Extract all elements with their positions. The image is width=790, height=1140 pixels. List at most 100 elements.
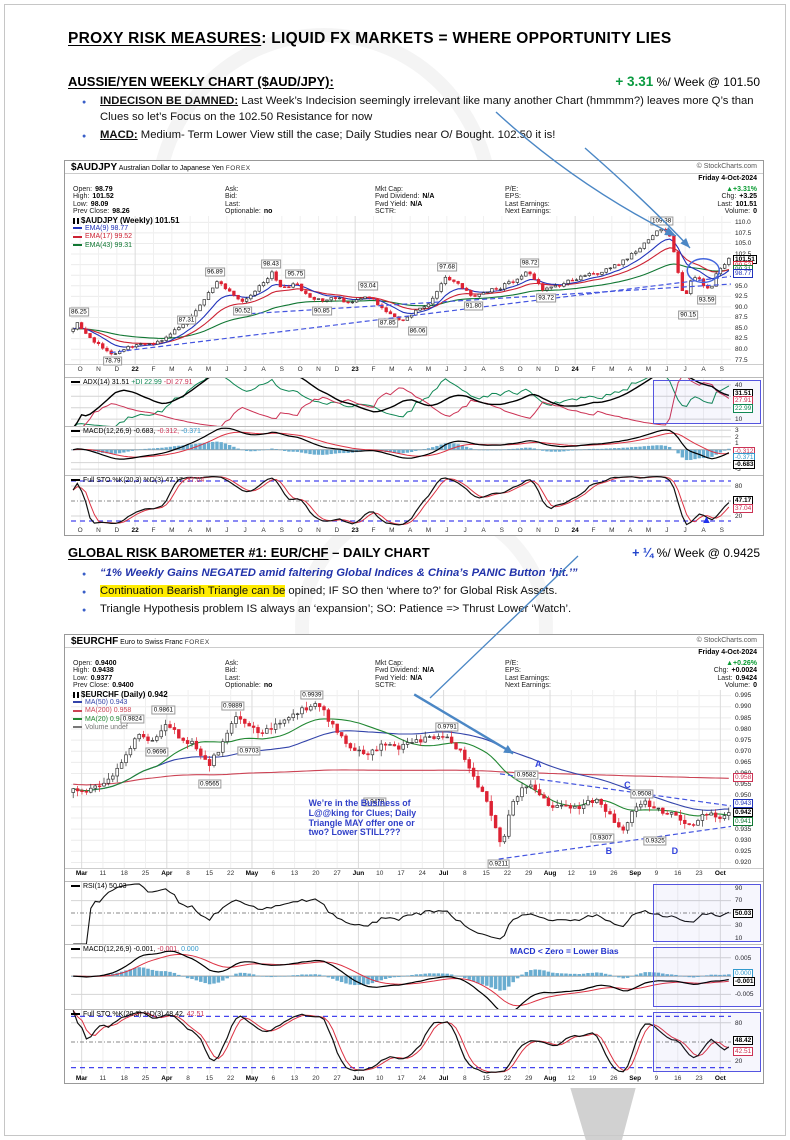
x-axis-label: 23 (351, 366, 359, 373)
triangle-letter: A (535, 759, 542, 770)
x-axis-label: D (114, 366, 120, 373)
price-plot: $EURCHF (Daily) 0.942 MA(50) 0.943 MA(200)… (65, 690, 763, 869)
macdp-panel: MACD(12,26,9) -0.001, -0.001, 0.000 0.005… (65, 944, 763, 1009)
ma-line-icon (73, 701, 82, 704)
x-axis-label: F (151, 366, 156, 373)
x-axis-label: 27 (333, 1075, 341, 1082)
quote-label: EPS: (505, 667, 521, 675)
indicator-label-segment: 42.51 (184, 1011, 205, 1018)
x-axis-label: M (169, 366, 175, 373)
bullet-triangle-text: opined; IF SO then ‘where to?’ for Globa… (285, 585, 558, 597)
y-axis-label: 0.950 (735, 792, 752, 800)
rsi-panel: RSI(14) 50.03 90 70 30 10 50.03 (65, 881, 763, 944)
x-axis-label: 26 (610, 870, 618, 877)
quote-row: SCTR: (375, 208, 434, 215)
indicator-value-box: 50.03 (733, 908, 754, 918)
bullet-macd-lead: MACD: (100, 129, 138, 141)
x-axis-label: 19 (588, 1075, 597, 1082)
quote-label: Mkt Cap: (375, 660, 404, 667)
quote-value: ▲+0.26% (726, 660, 757, 667)
panel-axis-label: 1 (735, 440, 739, 448)
price-box: 0.942 (733, 807, 754, 817)
bullet-macd: MACD: Medium- Term Lower View still the … (82, 127, 760, 145)
section2-gain-suffix: %/ Week @ 0.9425 (653, 546, 760, 560)
legend-line: EMA(17) 99.52 (73, 233, 179, 241)
chart-date: Friday 4-Oct-2024 (698, 649, 757, 656)
x-axis-label: M (425, 366, 432, 373)
quote-value: 101.52 (92, 193, 114, 201)
y-axis-label: 0.925 (735, 848, 752, 856)
indicator-line-icon (71, 381, 80, 384)
legend-line-text: MA(50) 0.943 (85, 699, 128, 707)
ma-line-icon (73, 725, 82, 728)
legend-line-text: MA(200) 0.958 (85, 707, 132, 715)
quote-row: Low: 0.9377 (73, 675, 134, 682)
price-annotation: 87.31 (176, 315, 197, 325)
chart-header: $EURCHF Euro to Swiss Franc FOREX © Stock… (65, 635, 763, 648)
quote-label: Prev Close: (73, 682, 110, 690)
x-axis-label: J (665, 527, 669, 534)
x-axis-label: A (627, 366, 633, 373)
candlestick-icon (73, 691, 79, 698)
x-axis-label: 24 (418, 1075, 426, 1082)
quote-row: ▲+0.26% (714, 660, 757, 667)
quote-row: High: 0.9438 (73, 667, 134, 674)
x-axis-label: 22 (131, 527, 139, 534)
quote-value: N/A (422, 193, 435, 201)
quote-label: Chg: (713, 667, 729, 675)
x-axis-label: 15 (205, 1075, 213, 1082)
symbol-exchange: FOREX (184, 639, 210, 646)
x-axis-label: A (701, 527, 706, 534)
page-title-underlined: PROXY RISK MEASURES (68, 30, 262, 47)
x-axis-label: N (536, 527, 541, 534)
indicator-label-segment: Full STO %K(20,3) %D(3) 48.42, (83, 1011, 185, 1018)
rsi-label: RSI(14) 50.03 (71, 883, 127, 890)
quote-row: Ask: (225, 660, 272, 667)
price-annotation: 93.04 (358, 281, 378, 291)
macdp-label: MACD(12,26,9) -0.683, -0.312, -0.371 (71, 428, 201, 435)
price-annotation: 87.85 (377, 318, 398, 328)
quote-row: Open: 98.79 (73, 186, 130, 193)
x-axis-label: 6 (271, 870, 276, 877)
quote-label: Volume: (724, 208, 751, 216)
quote-row: Open: 0.9400 (73, 660, 134, 667)
quote-row: P/E: (505, 660, 554, 667)
x-axis-label: 10 (376, 1075, 384, 1082)
quote-label: Last Earnings: (505, 200, 550, 208)
quote-row: ▲+3.31% (717, 186, 757, 193)
price-annotation: 98.43 (261, 259, 281, 269)
x-axis-label: F (151, 527, 156, 534)
x-axis-label: 12 (567, 1075, 575, 1082)
price-box: 0.941 (733, 816, 754, 826)
quote-value: N/A (410, 200, 423, 208)
x-axis-label: M (609, 366, 615, 373)
price-annotation: 86.25 (69, 307, 89, 317)
quote-row: Volume: 0 (717, 208, 757, 215)
legend-line: MA(200) 0.958 (73, 707, 168, 715)
x-axis-label: O (77, 527, 83, 534)
chart-date-row: Friday 4-Oct-2024 (65, 648, 763, 658)
quote-value: 0.9377 (90, 674, 113, 682)
price-annotation: 98.72 (519, 258, 540, 268)
quote-column-right: ▲+0.26% Chg: +0.0024 Last: 0.9424 Volume: 0 (714, 660, 757, 690)
x-axis-label: Jun (352, 870, 365, 877)
symbol-name: Australian Dollar to Japanese Yen (117, 165, 226, 172)
quote-row: Last: 101.51 (717, 201, 757, 208)
y-axis-label: 0.965 (735, 759, 752, 767)
x-axis-label: D (554, 366, 560, 373)
quote-value: no (263, 208, 273, 216)
triangle-letter: B (605, 845, 613, 856)
quote-column: Open: 98.79 High: 101.52 Low: 98.09 Prev Close… (73, 186, 130, 216)
indicator-line-icon (71, 948, 80, 951)
analyst-note: We’re in the Business of L@@king for Clu… (308, 797, 417, 838)
symbol-name: Euro to Swiss Franc (118, 639, 185, 646)
quote-label: Ask: (225, 660, 239, 667)
plot-legend: $EURCHF (Daily) 0.942 MA(50) 0.943 MA(200)… (73, 690, 168, 732)
panel-axis-label: 40 (735, 381, 743, 389)
price-annotation: 97.68 (437, 262, 458, 272)
x-axis-label: S (279, 527, 284, 534)
sto-label: Full STO %K(20,3) %D(3) 47.17, 37.04 (71, 477, 204, 484)
x-axis-label: A (407, 366, 413, 373)
chart-date: Friday 4-Oct-2024 (698, 175, 757, 182)
indicator-label-segment: +DI 22.99 (129, 379, 162, 386)
